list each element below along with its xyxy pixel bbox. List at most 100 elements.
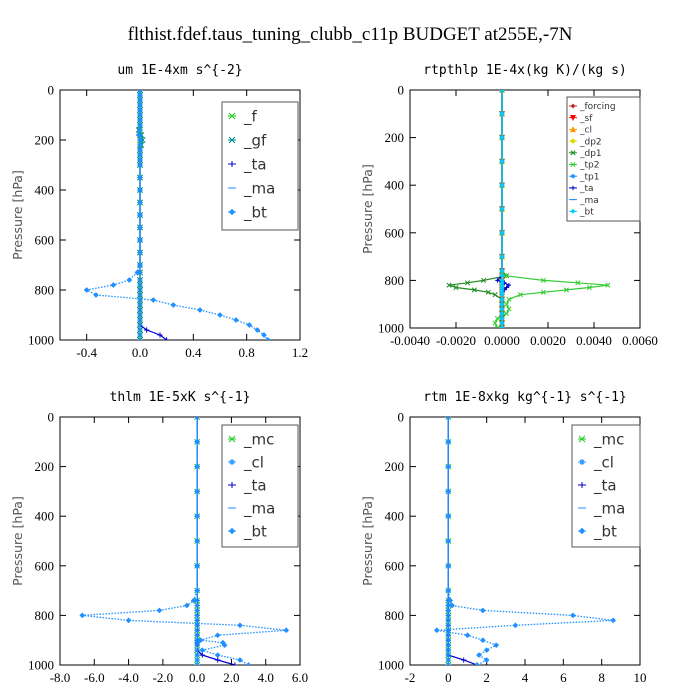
data-point bbox=[157, 332, 163, 338]
data-point bbox=[194, 562, 201, 569]
y-tick-label: 600 bbox=[385, 558, 405, 573]
legend-marker bbox=[228, 208, 236, 216]
data-point bbox=[283, 627, 290, 634]
data-point bbox=[134, 269, 141, 276]
plot-frame bbox=[59, 89, 301, 341]
y-tick-label: 600 bbox=[35, 233, 55, 248]
x-tick-label: 1.2 bbox=[292, 345, 308, 360]
data-point bbox=[506, 296, 512, 302]
series-group bbox=[83, 90, 271, 340]
data-point bbox=[137, 187, 143, 193]
y-tick-label: 800 bbox=[385, 608, 405, 623]
data-point bbox=[150, 297, 157, 303]
data-point bbox=[453, 284, 459, 291]
x-tick-label: 6 bbox=[560, 670, 567, 685]
data-point bbox=[499, 135, 505, 141]
data-point bbox=[221, 642, 228, 649]
legend-marker bbox=[229, 482, 235, 488]
panel-title: rtm 1E-8xkg kg^{-1} s^{-1} bbox=[423, 390, 627, 405]
data-point bbox=[449, 602, 456, 609]
data-point bbox=[83, 287, 90, 293]
x-tick-label: -0.0040 bbox=[390, 333, 430, 348]
legend-label: _bt bbox=[579, 207, 594, 217]
data-point bbox=[483, 647, 490, 654]
y-axis-label: Pressure [hPa] bbox=[360, 496, 375, 586]
y-tick-label: 800 bbox=[385, 273, 405, 288]
data-point bbox=[137, 127, 143, 133]
panel-4: rtm 1E-8xkg kg^{-1} s^{-1} Pressure [hPa]… bbox=[360, 390, 647, 685]
data-point bbox=[194, 513, 201, 520]
legend-label: _mc bbox=[243, 430, 274, 449]
legend-label: _dp2 bbox=[579, 137, 602, 147]
data-point bbox=[479, 607, 486, 614]
legend-label: _ma bbox=[579, 196, 599, 206]
y-tick-label: 600 bbox=[385, 225, 405, 240]
data-point bbox=[194, 587, 201, 594]
x-tick-label: 2 bbox=[483, 670, 490, 685]
y-tick-label: 1000 bbox=[28, 658, 54, 673]
data-point bbox=[479, 637, 486, 644]
legend-marker bbox=[228, 136, 236, 144]
x-tick-label: -0.0020 bbox=[436, 333, 476, 348]
legend-marker bbox=[570, 174, 576, 179]
legend-label: _tp2 bbox=[579, 161, 599, 171]
y-axis-label: Pressure [hPa] bbox=[360, 164, 375, 254]
data-point bbox=[237, 622, 243, 629]
legend: _mc _cl _ta _ma _bt bbox=[221, 424, 299, 548]
x-tick-label: -2.0 bbox=[153, 670, 174, 685]
legend-marker bbox=[228, 112, 236, 120]
data-point bbox=[499, 292, 505, 298]
data-point bbox=[499, 206, 505, 212]
legend-label: _ta bbox=[579, 184, 594, 194]
data-point bbox=[499, 254, 505, 260]
legend-label: _bt bbox=[243, 203, 267, 222]
x-tick-label: 8 bbox=[598, 670, 605, 685]
data-point bbox=[446, 282, 452, 288]
y-tick-label: 800 bbox=[35, 608, 55, 623]
legend-label: _bt bbox=[243, 522, 267, 541]
legend-marker bbox=[229, 161, 235, 167]
data-point bbox=[137, 337, 143, 340]
data-point bbox=[445, 463, 452, 470]
data-point bbox=[137, 224, 143, 231]
data-point bbox=[194, 463, 201, 470]
legend: _forcing _sf _cl_dp2 _dp1 _tp2_tp1 _ta _ma_bt bbox=[566, 96, 641, 222]
data-point bbox=[137, 237, 143, 243]
legend-label: _forcing bbox=[579, 102, 616, 112]
legend-label: _gf bbox=[243, 131, 267, 150]
data-point bbox=[237, 657, 243, 663]
y-tick-label: 200 bbox=[385, 130, 405, 145]
data-point bbox=[499, 90, 505, 93]
legend-label: _bt bbox=[593, 522, 617, 541]
data-point bbox=[499, 230, 505, 236]
legend-box bbox=[221, 424, 299, 548]
data-point bbox=[232, 662, 238, 665]
data-point bbox=[474, 662, 481, 665]
data-point bbox=[197, 637, 204, 644]
data-point bbox=[125, 617, 132, 624]
legend-box bbox=[221, 101, 299, 231]
data-point bbox=[215, 657, 221, 663]
legend-label: _dp1 bbox=[579, 149, 602, 159]
x-tick-label: -0.4 bbox=[76, 345, 97, 360]
data-point bbox=[610, 617, 617, 624]
legend-label: _mc bbox=[593, 430, 624, 449]
legend-marker bbox=[570, 138, 576, 144]
y-tick-label: 1000 bbox=[28, 333, 54, 348]
data-point bbox=[190, 597, 197, 604]
data-point bbox=[137, 249, 143, 256]
legend-label: _ma bbox=[243, 179, 275, 198]
data-point bbox=[445, 538, 452, 544]
data-point bbox=[254, 327, 261, 333]
legend-label: _tp1 bbox=[579, 172, 599, 182]
data-point bbox=[499, 311, 505, 317]
data-point bbox=[137, 162, 143, 168]
legend-marker bbox=[570, 208, 576, 214]
data-point bbox=[499, 320, 505, 326]
legend-marker bbox=[570, 150, 576, 156]
x-tick-label: 0.8 bbox=[239, 345, 255, 360]
data-point bbox=[476, 652, 482, 659]
data-point bbox=[170, 302, 177, 308]
panel-1: um 1E-4xm s^{-2} Pressure [hPa] 0 200 400 600… bbox=[10, 63, 308, 360]
